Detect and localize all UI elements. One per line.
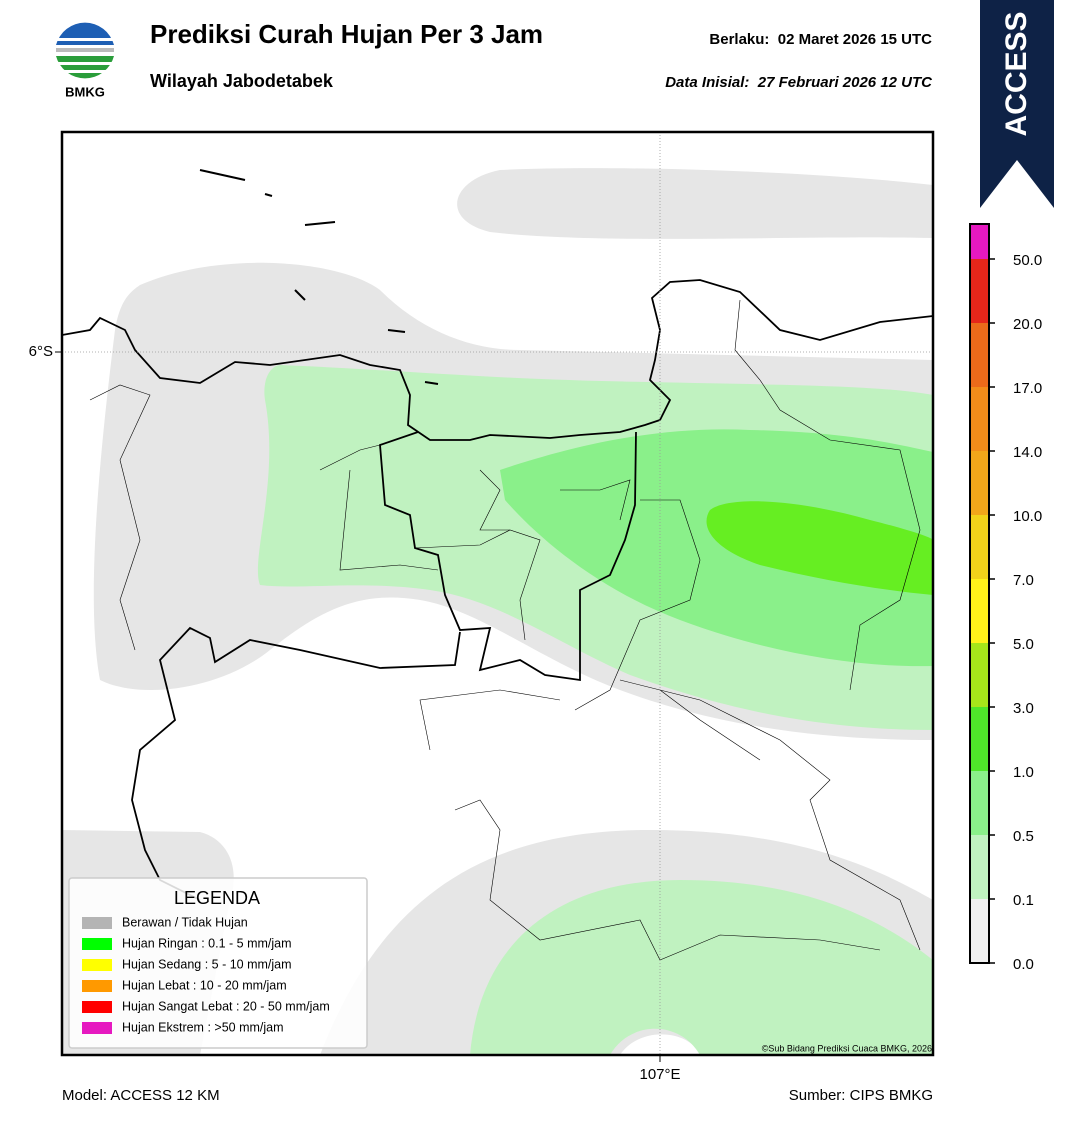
province-border — [379, 431, 637, 682]
moderate-rain-area — [500, 429, 933, 667]
colorbar-segment — [970, 323, 989, 387]
regency-borders — [89, 299, 921, 961]
logo-bottom — [56, 56, 114, 79]
legend-swatch — [82, 1022, 112, 1034]
logo: BMKG — [56, 22, 114, 99]
colorbar-segment — [970, 579, 989, 643]
logo-text: BMKG — [65, 84, 105, 99]
legend-label: Hujan Sedang : 5 - 10 mm/jam — [122, 957, 292, 971]
map-frame — [60, 130, 935, 1057]
legend-label: Hujan Lebat : 10 - 20 mm/jam — [122, 978, 287, 992]
legend-box — [68, 877, 368, 1049]
legend-swatch — [82, 917, 112, 929]
colorbar-label: 5.0 — [1013, 636, 1034, 653]
cloud-area — [457, 168, 933, 239]
legend-swatch — [82, 1001, 112, 1013]
colorbar-segment — [970, 451, 989, 515]
logo-stripe — [56, 38, 114, 41]
model-ribbon — [980, 0, 1054, 208]
colorbar: 0.0 0.1 0.5 1.0 3.0 5.0 7.0 10.0 14.0 17.0 20.0 50.… — [969, 223, 1042, 973]
colorbar-label: 17.0 — [1013, 380, 1042, 397]
lon-label: 107°E — [639, 1066, 680, 1083]
colorbar-label: 3.0 — [1013, 700, 1034, 717]
colorbar-segment — [970, 899, 989, 963]
province-border — [131, 626, 461, 901]
colorbar-label: 50.0 — [1013, 252, 1042, 269]
initial-time: Data Inisial: 27 Februari 2026 12 UTC — [665, 74, 933, 91]
logo-stripe — [56, 70, 114, 73]
colorbar-segment — [970, 835, 989, 899]
colorbar-segment — [970, 259, 989, 323]
valid-time: Berlaku: 02 Maret 2026 15 UTC — [709, 31, 932, 48]
legend-label: Berawan / Tidak Hujan — [122, 915, 248, 929]
colorbar-segment — [970, 515, 989, 579]
colorbar-segment — [970, 707, 989, 771]
logo-band — [56, 48, 114, 52]
legend-swatch — [82, 938, 112, 950]
colorbar-segment — [970, 224, 989, 259]
light-rain-area — [470, 880, 933, 1055]
legend-swatch — [82, 959, 112, 971]
colorbar-label: 0.5 — [1013, 828, 1034, 845]
colorbar-label: 14.0 — [1013, 444, 1042, 461]
footer-source: Sumber: CIPS BMKG — [789, 1087, 933, 1104]
colorbar-label: 10.0 — [1013, 508, 1042, 525]
colorbar-segment — [970, 387, 989, 451]
colorbar-segment — [970, 643, 989, 707]
legend-label: Hujan Ringan : 0.1 - 5 mm/jam — [122, 936, 292, 950]
title: Prediksi Curah Hujan Per 3 Jam — [150, 19, 543, 49]
model-badge: ACCESS — [1000, 11, 1033, 136]
colorbar-label: 0.0 — [1013, 956, 1034, 973]
coastline — [62, 279, 933, 441]
colorbar-segment — [970, 771, 989, 835]
colorbar-label: 0.1 — [1013, 892, 1034, 909]
copyright: ©Sub Bidang Prediksi Cuaca BMKG, 2026 — [762, 1043, 932, 1053]
colorbar-frame — [969, 223, 990, 964]
logo-top — [56, 22, 114, 45]
lat-label: 6°S — [29, 343, 53, 360]
colorbar-label: 20.0 — [1013, 316, 1042, 333]
legend-label: Hujan Ekstrem : >50 mm/jam — [122, 1020, 284, 1034]
legend-label: Hujan Sangat Lebat : 20 - 50 mm/jam — [122, 999, 330, 1013]
footer-model: Model: ACCESS 12 KM — [62, 1087, 220, 1104]
colorbar-label: 7.0 — [1013, 572, 1034, 589]
subtitle: Wilayah Jabodetabek — [150, 71, 334, 91]
legend-title: LEGENDA — [174, 888, 260, 908]
heavy-rain-area — [706, 501, 933, 595]
map: LEGENDA Berawan / Tidak Hujan Hujan Ringa… — [62, 132, 933, 1055]
logo-stripe — [56, 62, 114, 65]
legend: LEGENDA Berawan / Tidak Hujan Hujan Ringa… — [68, 877, 368, 1049]
island — [199, 169, 439, 385]
legend-swatch — [82, 980, 112, 992]
colorbar-label: 1.0 — [1013, 764, 1034, 781]
